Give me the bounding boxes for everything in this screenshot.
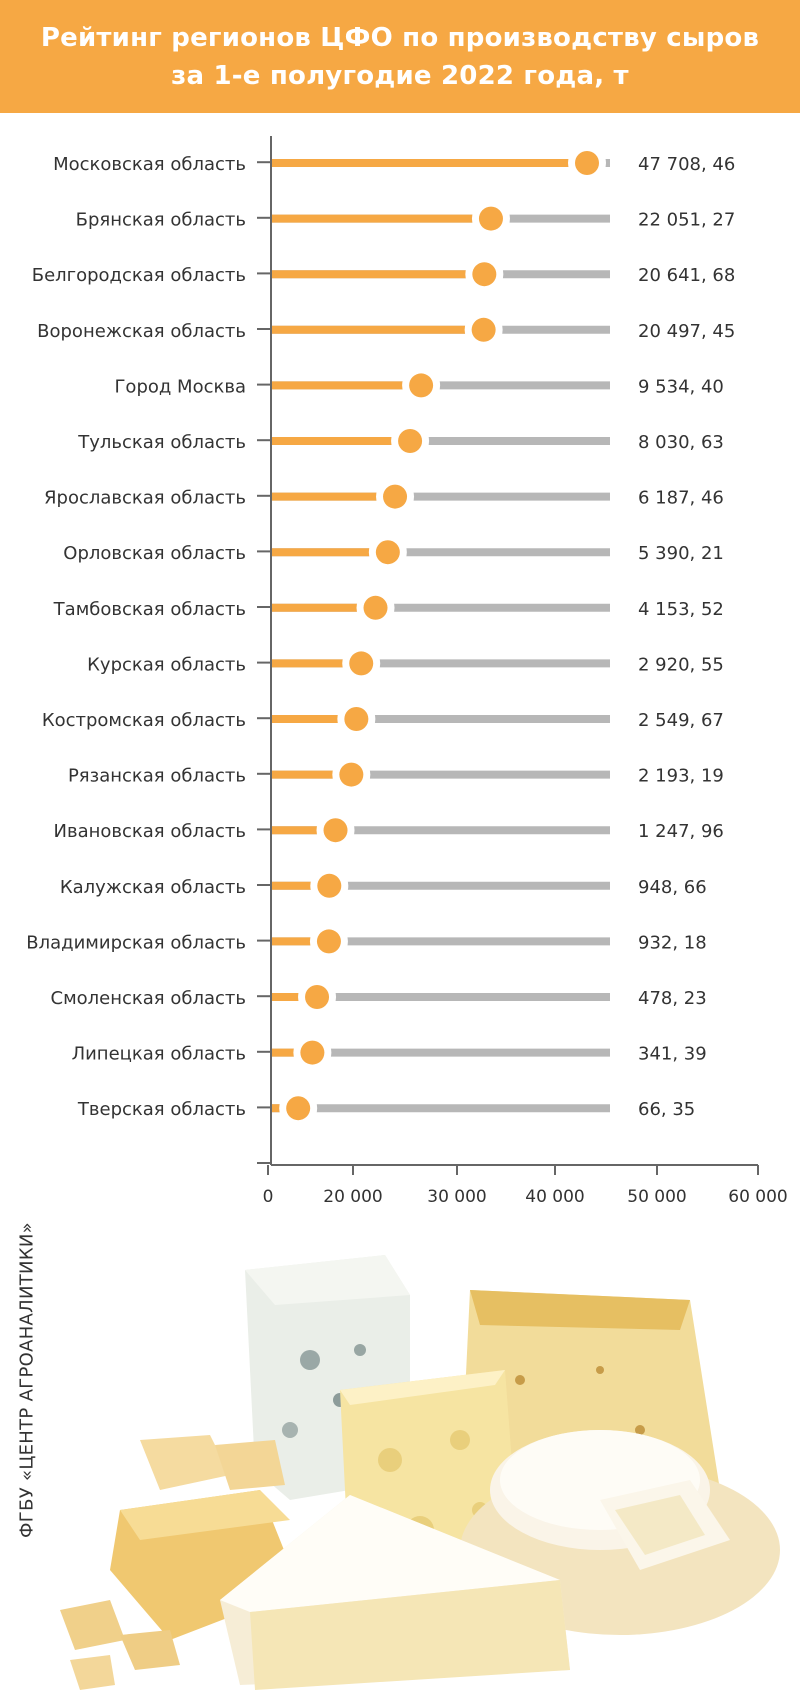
- data-point: [300, 1040, 325, 1065]
- lollipop-chart: 0 20 000 30 000 40 000 50 000 60 000 Московска…: [26, 136, 788, 1207]
- category-label: Воронежская область: [37, 321, 246, 342]
- value-label: 478, 23: [638, 988, 707, 1009]
- data-point: [472, 262, 497, 287]
- source-label: ФГБУ «ЦЕНТР АГРОАНАЛИТИКИ»: [16, 1222, 38, 1538]
- title-line-1: Рейтинг регионов ЦФО по производству сыр…: [40, 22, 760, 53]
- category-label: Московская область: [53, 154, 246, 175]
- data-point: [478, 206, 503, 231]
- cheese-pile: [60, 1255, 780, 1690]
- data-point: [471, 317, 496, 342]
- data-point: [375, 540, 400, 565]
- category-label: Ярославская область: [44, 488, 246, 509]
- data-point: [317, 873, 342, 898]
- data-point: [363, 595, 388, 620]
- value-label: 9 534, 40: [638, 376, 724, 397]
- value-label: 948, 66: [638, 877, 707, 898]
- category-label: Калужская область: [60, 877, 246, 898]
- value-label: 66, 35: [638, 1099, 695, 1120]
- data-point: [383, 484, 408, 509]
- data-point: [344, 707, 369, 731]
- category-label: Владимирская область: [26, 932, 246, 953]
- data-point: [323, 818, 348, 843]
- cheese-illustration: [60, 1255, 780, 1690]
- value-label: 47 708, 46: [638, 154, 735, 175]
- value-label: 2 920, 55: [638, 654, 724, 675]
- title-line-2: за 1-е полугодие 2022 года, т: [171, 60, 629, 91]
- data-point: [305, 985, 330, 1009]
- value-label: 20 641, 68: [638, 265, 735, 286]
- category-label: Тверская область: [77, 1099, 246, 1120]
- value-label: 1 247, 96: [638, 821, 724, 842]
- value-label: 932, 18: [638, 932, 707, 953]
- value-label: 2 193, 19: [638, 766, 724, 787]
- data-point: [286, 1096, 311, 1121]
- category-label: Тамбовская область: [53, 599, 246, 620]
- header-banner: Рейтинг регионов ЦФО по производству сыр…: [0, 0, 800, 113]
- category-label: Липецкая область: [72, 1044, 246, 1065]
- category-label: Тульская область: [77, 432, 246, 453]
- category-label: Город Москва: [114, 376, 246, 397]
- category-label: Белгородская область: [32, 265, 246, 286]
- category-label: Орловская область: [63, 543, 246, 564]
- value-label: 4 153, 52: [638, 599, 724, 620]
- value-label: 20 497, 45: [638, 321, 735, 342]
- value-label: 6 187, 46: [638, 488, 724, 509]
- value-label: 2 549, 67: [638, 710, 724, 731]
- category-label: Курская область: [87, 654, 246, 675]
- value-label: 22 051, 27: [638, 210, 735, 231]
- x-tick-label: 40 000: [525, 1187, 584, 1207]
- x-tick-label: 50 000: [627, 1187, 686, 1207]
- x-tick-label: 0: [263, 1187, 274, 1207]
- data-point: [316, 929, 341, 954]
- category-label: Брянская область: [76, 210, 246, 231]
- data-point: [339, 762, 364, 787]
- category-label: Рязанская область: [68, 766, 246, 787]
- data-point: [349, 651, 374, 676]
- data-point: [398, 429, 423, 453]
- data-point: [575, 151, 599, 175]
- value-label: 341, 39: [638, 1044, 707, 1065]
- data-point: [409, 373, 434, 398]
- category-label: Костромская область: [42, 710, 246, 731]
- value-label: 8 030, 63: [638, 432, 724, 453]
- x-tick-label: 20 000: [323, 1187, 382, 1207]
- x-tick-label: 60 000: [728, 1187, 787, 1207]
- category-label: Ивановская область: [54, 821, 246, 842]
- x-tick-label: 30 000: [427, 1187, 486, 1207]
- category-label: Смоленская область: [51, 988, 247, 1009]
- value-label: 5 390, 21: [638, 543, 724, 564]
